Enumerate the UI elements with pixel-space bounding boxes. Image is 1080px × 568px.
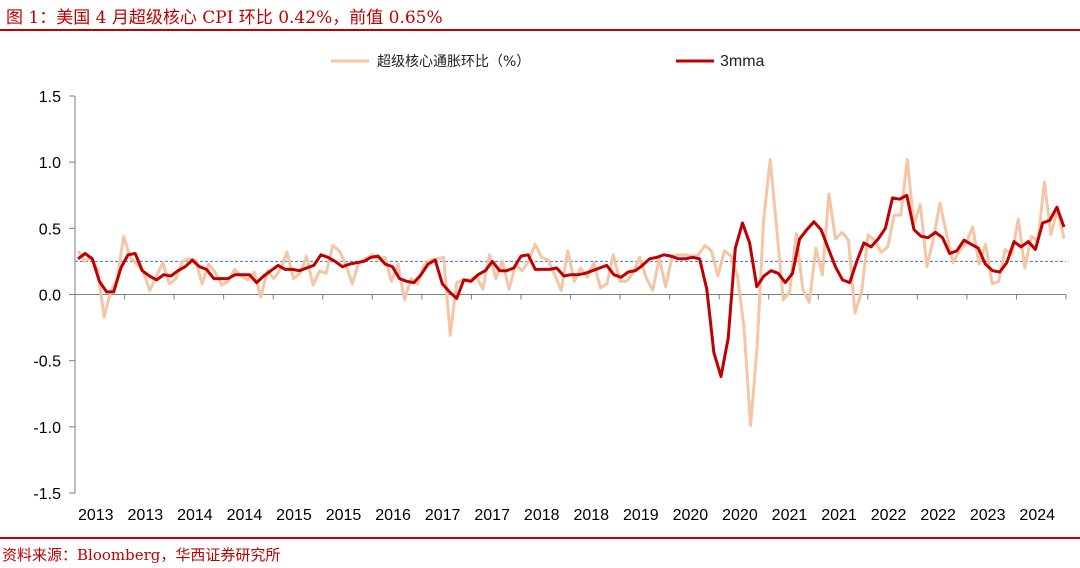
x-tick-label: 2022 [920, 507, 956, 524]
x-tick-label: 2022 [871, 507, 907, 524]
x-tick-label: 2014 [227, 507, 263, 524]
y-tick-label: -1.5 [33, 486, 61, 503]
series-points-mma [77, 195, 1065, 377]
x-tick-label: 2021 [821, 507, 857, 524]
figure-title: 图 1：美国 4 月超级核心 CPI 环比 0.42%，前值 0.65% [6, 8, 443, 28]
x-tick-label: 2015 [326, 507, 362, 524]
x-tick-label: 2017 [425, 507, 461, 524]
x-tick-label: 2020 [673, 507, 709, 524]
x-tick-label: 2018 [573, 507, 609, 524]
y-tick-label: -0.5 [33, 354, 61, 371]
x-tick-label: 2023 [970, 507, 1006, 524]
x-tick-label: 2013 [78, 507, 114, 524]
x-tick-label: 2024 [1019, 507, 1055, 524]
x-tick-label: 2021 [772, 507, 808, 524]
y-tick-label: 0.0 [39, 288, 61, 305]
x-tick-label: 2018 [524, 507, 560, 524]
y-tick-label: 1.0 [39, 155, 61, 172]
x-tick-label: 2014 [177, 507, 213, 524]
legend: 超级核心通胀环比（%） 3mma [331, 53, 765, 70]
series-line-raw [76, 158, 1066, 427]
x-tick-label: 2017 [474, 507, 510, 524]
x-tick-label: 2019 [623, 507, 659, 524]
x-tick-label: 2020 [722, 507, 758, 524]
x-tick-label: 2016 [375, 507, 411, 524]
x-axis-ticks: 2013 2013 2014 2014 2015 2015 2016 2017 2017 2018… [78, 294, 1067, 524]
y-tick-label: 1.5 [39, 89, 61, 106]
legend-label-raw: 超级核心通胀环比（%） [377, 54, 530, 70]
series-line-mma [77, 193, 1066, 378]
y-tick-label: 0.5 [39, 221, 61, 238]
x-tick-label: 2013 [128, 507, 164, 524]
title-rule [0, 29, 1080, 31]
y-tick-label: -1.0 [33, 420, 61, 437]
source-note: 资料来源：Bloomberg，华西证券研究所 [2, 546, 281, 564]
x-tick-label: 2015 [276, 507, 312, 524]
y-axis-ticks: 1.5 1.0 0.5 0.0 -0.5 -1.0 -1.5 [33, 89, 75, 503]
legend-label-mma: 3mma [720, 53, 765, 70]
series-points-raw [77, 159, 1065, 426]
source-rule [0, 537, 1080, 539]
